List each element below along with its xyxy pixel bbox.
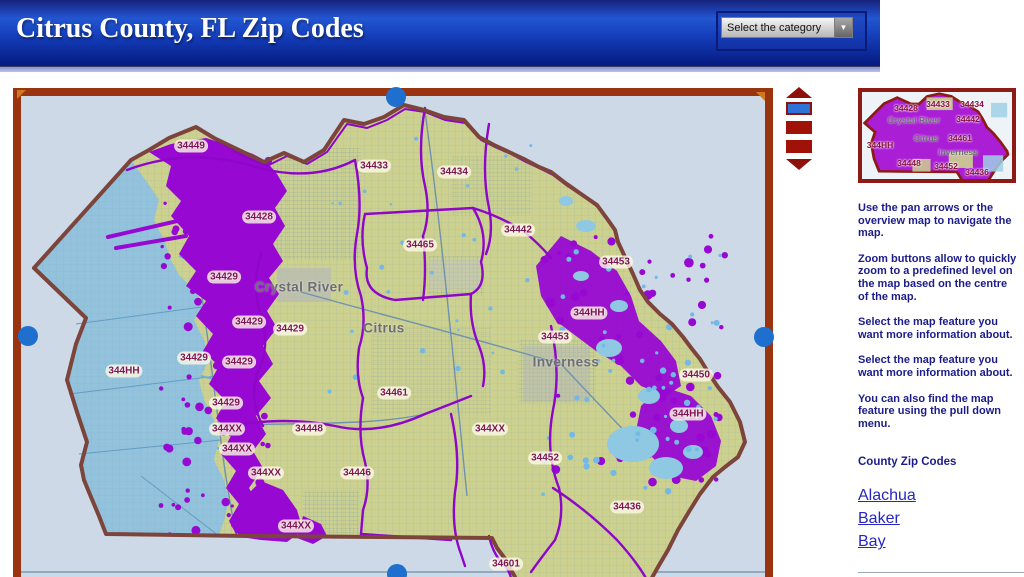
county-link-baker[interactable]: Baker bbox=[858, 510, 900, 528]
zip-label-34453[interactable]: 34453 bbox=[538, 330, 572, 344]
pan-right-button[interactable] bbox=[754, 327, 774, 347]
zip-label-34450[interactable]: 34450 bbox=[679, 368, 713, 382]
zoom-out-arrow[interactable] bbox=[786, 159, 812, 170]
zip-label-34442[interactable]: 34442 bbox=[956, 114, 980, 124]
sidebar-instructions: Use the pan arrows or the overview map t… bbox=[858, 202, 1018, 430]
zip-label-344XX[interactable]: 344XX bbox=[208, 422, 246, 436]
city-label: Crystal River bbox=[887, 115, 941, 125]
zip-label-34429[interactable]: 34429 bbox=[273, 322, 307, 336]
sidebar: 34428 34433 34434 Crystal River 34442 Citrus 3… bbox=[858, 88, 1018, 553]
zip-label-34461[interactable]: 34461 bbox=[377, 386, 411, 400]
zip-label-34448[interactable]: 34448 bbox=[292, 422, 326, 436]
map-viewport[interactable]: 34449 34433 34434 34428 34442 34465 34453 34429… bbox=[13, 88, 773, 577]
zip-label-344HH[interactable]: 344HH bbox=[669, 407, 707, 421]
dropdown-arrow-icon[interactable]: ▼ bbox=[834, 18, 852, 37]
overview-map-canvas bbox=[862, 92, 1012, 179]
zip-label-34429[interactable]: 34429 bbox=[222, 355, 256, 369]
zip-label-34446[interactable]: 34446 bbox=[340, 466, 374, 480]
zip-label-34434[interactable]: 34434 bbox=[437, 165, 471, 179]
city-label: Citrus bbox=[363, 320, 405, 336]
zip-label-344XX[interactable]: 344XX bbox=[247, 466, 285, 480]
bottom-divider bbox=[858, 572, 1024, 573]
sidebar-paragraph: Select the map feature you want more inf… bbox=[858, 354, 1013, 379]
zip-label-34428[interactable]: 34428 bbox=[894, 103, 918, 113]
county-link-bay[interactable]: Bay bbox=[858, 533, 886, 551]
zip-label-34429[interactable]: 34429 bbox=[209, 396, 243, 410]
map-labels-layer: 34449 34433 34434 34428 34442 34465 34453 34429… bbox=[21, 96, 765, 577]
zip-label-34429[interactable]: 34429 bbox=[232, 315, 266, 329]
zoom-controls bbox=[786, 87, 812, 170]
zip-label-34461[interactable]: 34461 bbox=[948, 133, 972, 143]
category-dropdown-box: Select the category ▼ bbox=[716, 11, 867, 51]
zip-label-34452[interactable]: 34452 bbox=[934, 161, 958, 171]
zip-label-34433[interactable]: 34433 bbox=[926, 99, 950, 109]
zip-label-344XX[interactable]: 344XX bbox=[471, 422, 509, 436]
small-lakes bbox=[327, 136, 533, 394]
zip-label-34448[interactable]: 34448 bbox=[897, 158, 921, 168]
pan-down-button[interactable] bbox=[387, 564, 407, 577]
zip-label-344XX[interactable]: 344XX bbox=[277, 519, 315, 533]
zip-label-34434[interactable]: 34434 bbox=[960, 99, 984, 109]
pan-left-button[interactable] bbox=[18, 326, 38, 346]
page-title: Citrus County, FL Zip Codes bbox=[16, 13, 364, 44]
lake-chain bbox=[559, 196, 703, 479]
zoom-level-current[interactable] bbox=[786, 102, 812, 115]
sidebar-paragraph: You can also find the map feature using … bbox=[858, 392, 1001, 430]
zoom-level-2[interactable] bbox=[786, 121, 812, 134]
county-link-alachua[interactable]: Alachua bbox=[858, 487, 916, 505]
zoom-level-3[interactable] bbox=[786, 140, 812, 153]
zip-label-34442[interactable]: 34442 bbox=[501, 223, 535, 237]
category-dropdown[interactable]: Select the category ▼ bbox=[721, 17, 853, 38]
zip-label-34465[interactable]: 34465 bbox=[403, 238, 437, 252]
city-label: Crystal River bbox=[254, 279, 344, 295]
county-border bbox=[32, 103, 747, 577]
zoom-in-arrow[interactable] bbox=[786, 87, 812, 98]
sidebar-paragraph: Use the pan arrows or the overview map t… bbox=[858, 202, 1012, 240]
city-label: Inverness bbox=[532, 354, 600, 370]
zip-label-34601[interactable]: 34601 bbox=[489, 557, 523, 571]
zip-label-344HH[interactable]: 344HH bbox=[570, 306, 608, 320]
zip-label-34453[interactable]: 34453 bbox=[599, 255, 633, 269]
zip-label-34449[interactable]: 34449 bbox=[174, 139, 208, 153]
zip-label-344HH[interactable]: 344HH bbox=[105, 364, 143, 378]
zip-label-34429[interactable]: 34429 bbox=[177, 351, 211, 365]
zip-label-34436[interactable]: 34436 bbox=[965, 167, 989, 177]
county-zip-codes-heading: County Zip Codes bbox=[858, 456, 957, 469]
category-dropdown-value: Select the category bbox=[727, 21, 822, 34]
pan-corner-top-right-icon[interactable] bbox=[756, 92, 765, 101]
city-label: Citrus bbox=[913, 133, 939, 143]
zip-label-34433[interactable]: 34433 bbox=[357, 159, 391, 173]
pan-corner-top-left-icon[interactable] bbox=[17, 90, 26, 99]
sidebar-paragraph: Select the map feature you want more inf… bbox=[858, 316, 1013, 341]
zip-label-344XX[interactable]: 344XX bbox=[218, 442, 256, 456]
map-canvas bbox=[21, 96, 765, 577]
zip-label-34429[interactable]: 34429 bbox=[207, 270, 241, 284]
pan-up-button[interactable] bbox=[386, 87, 406, 107]
county-links-list: Alachua Baker Bay bbox=[858, 484, 1018, 553]
zip-label-344HH[interactable]: 344HH bbox=[866, 140, 894, 150]
overview-map[interactable]: 34428 34433 34434 Crystal River 34442 Citrus 3… bbox=[858, 88, 1016, 183]
zip-boundaries bbox=[125, 106, 647, 577]
sidebar-paragraph: Zoom buttons allow to quickly zoom to a … bbox=[858, 252, 1017, 303]
city-label: Inverness bbox=[938, 147, 978, 157]
zip-label-34428[interactable]: 34428 bbox=[242, 210, 276, 224]
zip-label-34436[interactable]: 34436 bbox=[610, 500, 644, 514]
header-divider bbox=[0, 66, 880, 72]
northeast-wetlands bbox=[536, 196, 728, 497]
zip-label-34452[interactable]: 34452 bbox=[528, 451, 562, 465]
